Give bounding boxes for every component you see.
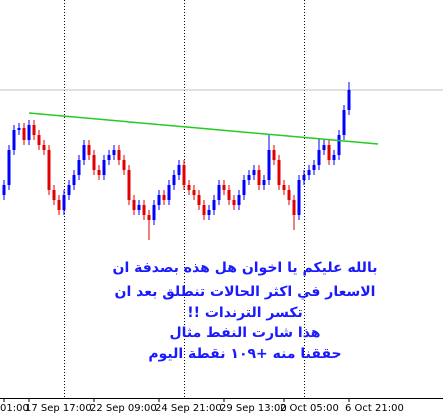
candle-body: [147, 215, 151, 220]
candle-body: [107, 155, 111, 160]
candle-body: [347, 90, 351, 110]
annotation: تكسر الترندات !!: [187, 305, 303, 321]
candle-body: [62, 195, 66, 210]
x-tick-label: 22 Sep 09:00: [90, 403, 157, 414]
candle-body: [132, 200, 136, 210]
candle-body: [117, 150, 121, 160]
x-tick-label: 2 Oct 05:00: [280, 403, 339, 414]
candle-body: [77, 160, 81, 175]
candle-body: [247, 175, 251, 180]
candle-body: [317, 150, 321, 165]
x-tick-label: 6 Oct 21:00: [345, 403, 404, 414]
candle-body: [237, 195, 241, 205]
x-tick-label: 17 Sep 17:00: [25, 403, 92, 414]
candle-body: [182, 165, 186, 185]
candle-body: [52, 190, 56, 200]
candle-body: [172, 175, 176, 185]
candle-body: [242, 180, 246, 195]
candle-body: [22, 128, 26, 140]
candle-body: [302, 175, 306, 180]
candle-body: [232, 200, 236, 205]
candle-body: [322, 145, 326, 150]
candle-body: [212, 200, 216, 210]
candle-body: [262, 180, 266, 185]
candle-body: [87, 145, 91, 155]
candle-body: [187, 185, 191, 190]
candle-body: [112, 150, 116, 155]
candle-body: [297, 180, 301, 215]
candle-body: [27, 125, 31, 140]
candle-body: [267, 150, 271, 180]
candle-body: [82, 145, 86, 160]
candle-body: [102, 160, 106, 175]
candle-body: [312, 165, 316, 170]
candle-body: [47, 150, 51, 190]
candle-body: [137, 205, 141, 210]
candle-body: [252, 170, 256, 175]
candle-body: [57, 200, 61, 210]
candle-body: [167, 185, 171, 200]
annotation: الاسعار في اكثر الحالات تنطلق بعد ان: [115, 284, 376, 300]
candle-body: [287, 190, 291, 200]
annotation: حققنا منه +١٠٩ نقطة اليوم: [148, 346, 341, 362]
annotation: هذا شارت النفط مثال: [170, 325, 321, 341]
candle-body: [2, 185, 6, 195]
candle-body: [207, 210, 211, 215]
x-tick-label: 29 Sep 13:00: [220, 403, 287, 414]
candle-body: [92, 155, 96, 170]
candle-body: [332, 155, 336, 160]
candle-body: [152, 205, 156, 220]
x-tick-label: 01:00: [0, 403, 29, 414]
candle-body: [72, 175, 76, 185]
candle-body: [337, 135, 341, 155]
candle-body: [32, 125, 36, 135]
candle-body: [192, 190, 196, 195]
candle-body: [157, 195, 161, 205]
candle-body: [222, 185, 226, 190]
candle-body: [67, 185, 71, 195]
candle-body: [327, 145, 331, 160]
trendline: [28, 112, 379, 145]
candle-body: [202, 205, 206, 215]
candle-body: [7, 150, 11, 185]
candle-body: [292, 200, 296, 215]
candle-body: [282, 185, 286, 190]
candle-body: [97, 170, 101, 175]
candle-body: [127, 170, 131, 200]
candle-body: [342, 110, 346, 135]
candle-body: [177, 165, 181, 175]
candle-body: [227, 190, 231, 200]
candle-body: [12, 130, 16, 150]
candle-body: [142, 205, 146, 215]
candle-body: [257, 170, 261, 185]
x-tick-label: 24 Sep 21:00: [155, 403, 222, 414]
candle-body: [42, 145, 46, 150]
candle-body: [17, 128, 21, 130]
candle-body: [162, 195, 166, 200]
candle-body: [122, 160, 126, 170]
candle-body: [217, 185, 221, 200]
candle-body: [307, 170, 311, 175]
candle-body: [277, 160, 281, 185]
candle-body: [37, 135, 41, 145]
candle-body: [197, 195, 201, 205]
annotation: بالله عليكم يا اخوان هل هذه بصدفة ان: [113, 260, 378, 276]
candle-body: [272, 150, 276, 160]
